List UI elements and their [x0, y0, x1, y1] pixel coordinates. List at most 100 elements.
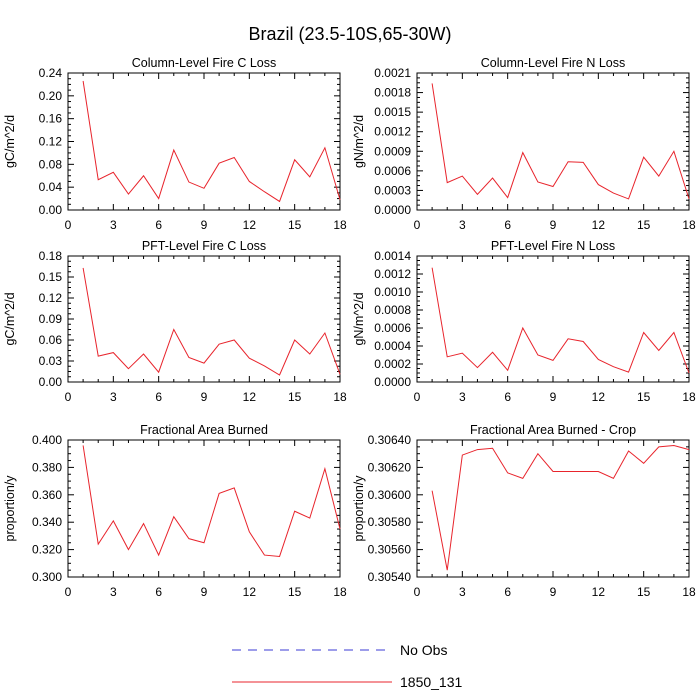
panel-title: PFT-Level Fire C Loss	[142, 239, 266, 253]
y-tick-label: 0.0012	[374, 125, 411, 139]
y-tick-label: 0.320	[32, 543, 62, 557]
panel-title: PFT-Level Fire N Loss	[491, 239, 615, 253]
x-tick-label: 9	[201, 585, 208, 599]
x-tick-label: 6	[155, 390, 162, 404]
y-tick-label: 0.360	[32, 488, 62, 502]
x-tick-label: 15	[288, 390, 302, 404]
x-tick-label: 18	[333, 218, 347, 232]
y-tick-label: 0.0000	[374, 203, 411, 217]
series-line-1850_131	[82, 267, 341, 376]
y-tick-label: 0.30580	[368, 515, 412, 529]
y-tick-label: 0.0018	[374, 86, 411, 100]
y-tick-label: 0.0009	[374, 144, 411, 158]
y-tick-label: 0.08	[39, 157, 63, 171]
panel-title: Column-Level Fire C Loss	[132, 56, 277, 70]
x-tick-label: 0	[414, 390, 421, 404]
x-tick-label: 6	[504, 390, 511, 404]
y-axis-label: gN/m^2/d	[352, 115, 366, 168]
y-tick-label: 0.00	[39, 375, 63, 389]
y-axis-label: gN/m^2/d	[352, 292, 366, 345]
x-tick-label: 3	[110, 390, 117, 404]
y-tick-label: 0.06	[39, 333, 63, 347]
y-tick-label: 0.12	[39, 135, 63, 149]
x-tick-label: 9	[201, 218, 208, 232]
y-tick-label: 0.04	[39, 180, 63, 194]
y-tick-label: 0.0004	[374, 339, 411, 353]
x-tick-label: 9	[550, 585, 557, 599]
series-line-1850_131	[431, 267, 690, 374]
chart-panel-1: Column-Level Fire C Loss gC/m^2/d 0 3 6 9 12 15…	[3, 56, 347, 232]
x-tick-label: 18	[682, 585, 696, 599]
series-line-1850_131	[82, 80, 341, 203]
chart-panel-5: Fractional Area Burned proportion/y 0 3 6 9 12…	[3, 423, 347, 599]
chart-panel-3: PFT-Level Fire C Loss gC/m^2/d 0 3 6 9 12 15 18 0…	[3, 239, 347, 404]
x-tick-label: 12	[592, 585, 606, 599]
y-tick-label: 0.400	[32, 433, 62, 447]
y-tick-label: 0.09	[39, 312, 63, 326]
x-tick-label: 18	[333, 585, 347, 599]
series-line-1850_131	[431, 83, 690, 200]
y-axis-label: gC/m^2/d	[3, 115, 17, 168]
x-tick-label: 0	[414, 585, 421, 599]
y-tick-label: 0.30600	[368, 488, 412, 502]
panels: Column-Level Fire C Loss gC/m^2/d 0 3 6 9 12 15…	[3, 56, 696, 599]
x-tick-label: 18	[682, 218, 696, 232]
panel-title: Fractional Area Burned	[140, 423, 268, 437]
x-tick-label: 15	[637, 390, 651, 404]
y-axis-label: proportion/y	[3, 475, 17, 542]
y-tick-label: 0.0010	[374, 285, 411, 299]
y-axis-label: gC/m^2/d	[3, 292, 17, 345]
x-tick-label: 3	[110, 585, 117, 599]
x-tick-label: 18	[682, 390, 696, 404]
y-tick-label: 0.30620	[368, 460, 412, 474]
x-tick-label: 18	[333, 390, 347, 404]
y-tick-label: 0.0015	[374, 105, 411, 119]
x-tick-label: 9	[201, 390, 208, 404]
y-tick-label: 0.16	[39, 112, 63, 126]
legend: No Obs 1850_131	[232, 642, 463, 690]
legend-label-2: 1850_131	[400, 674, 463, 690]
x-tick-label: 15	[637, 585, 651, 599]
x-tick-label: 15	[637, 218, 651, 232]
x-tick-label: 9	[550, 390, 557, 404]
y-tick-label: 0.0003	[374, 183, 411, 197]
series-line-1850_131	[431, 444, 690, 571]
x-tick-label: 6	[155, 218, 162, 232]
y-tick-label: 0.30540	[368, 570, 412, 584]
y-tick-label: 0.30640	[368, 433, 412, 447]
x-tick-label: 12	[243, 585, 257, 599]
panel-title: Fractional Area Burned - Crop	[470, 423, 636, 437]
x-tick-label: 3	[110, 218, 117, 232]
plot-frame	[67, 439, 341, 578]
plot-frame	[67, 72, 341, 211]
y-tick-label: 0.340	[32, 515, 62, 529]
y-tick-label: 0.0008	[374, 303, 411, 317]
y-tick-label: 0.0014	[374, 249, 411, 263]
chart-panel-6: Fractional Area Burned - Crop proportion/…	[352, 423, 696, 599]
y-tick-label: 0.03	[39, 354, 63, 368]
x-tick-label: 12	[243, 218, 257, 232]
plot-frame	[416, 439, 690, 578]
x-tick-label: 12	[592, 390, 606, 404]
y-tick-label: 0.20	[39, 89, 63, 103]
y-tick-label: 0.0006	[374, 321, 411, 335]
chart-panel-2: Column-Level Fire N Loss gN/m^2/d 0 3 6 9 12 15…	[352, 56, 696, 232]
x-tick-label: 0	[65, 390, 72, 404]
x-tick-label: 15	[288, 218, 302, 232]
y-tick-label: 0.0012	[374, 267, 411, 281]
main-title: Brazil (23.5-10S,65-30W)	[248, 24, 451, 44]
y-tick-label: 0.300	[32, 570, 62, 584]
y-tick-label: 0.380	[32, 460, 62, 474]
x-tick-label: 6	[504, 585, 511, 599]
x-tick-label: 3	[459, 390, 466, 404]
x-tick-label: 0	[65, 585, 72, 599]
y-axis-label: proportion/y	[352, 475, 366, 542]
y-tick-label: 0.24	[39, 66, 63, 80]
x-tick-label: 0	[65, 218, 72, 232]
x-tick-label: 3	[459, 218, 466, 232]
chart-panel-4: PFT-Level Fire N Loss gN/m^2/d 0 3 6 9 12 15 18 0…	[352, 239, 696, 404]
y-tick-label: 0.15	[39, 270, 63, 284]
x-tick-label: 3	[459, 585, 466, 599]
x-tick-label: 12	[592, 218, 606, 232]
